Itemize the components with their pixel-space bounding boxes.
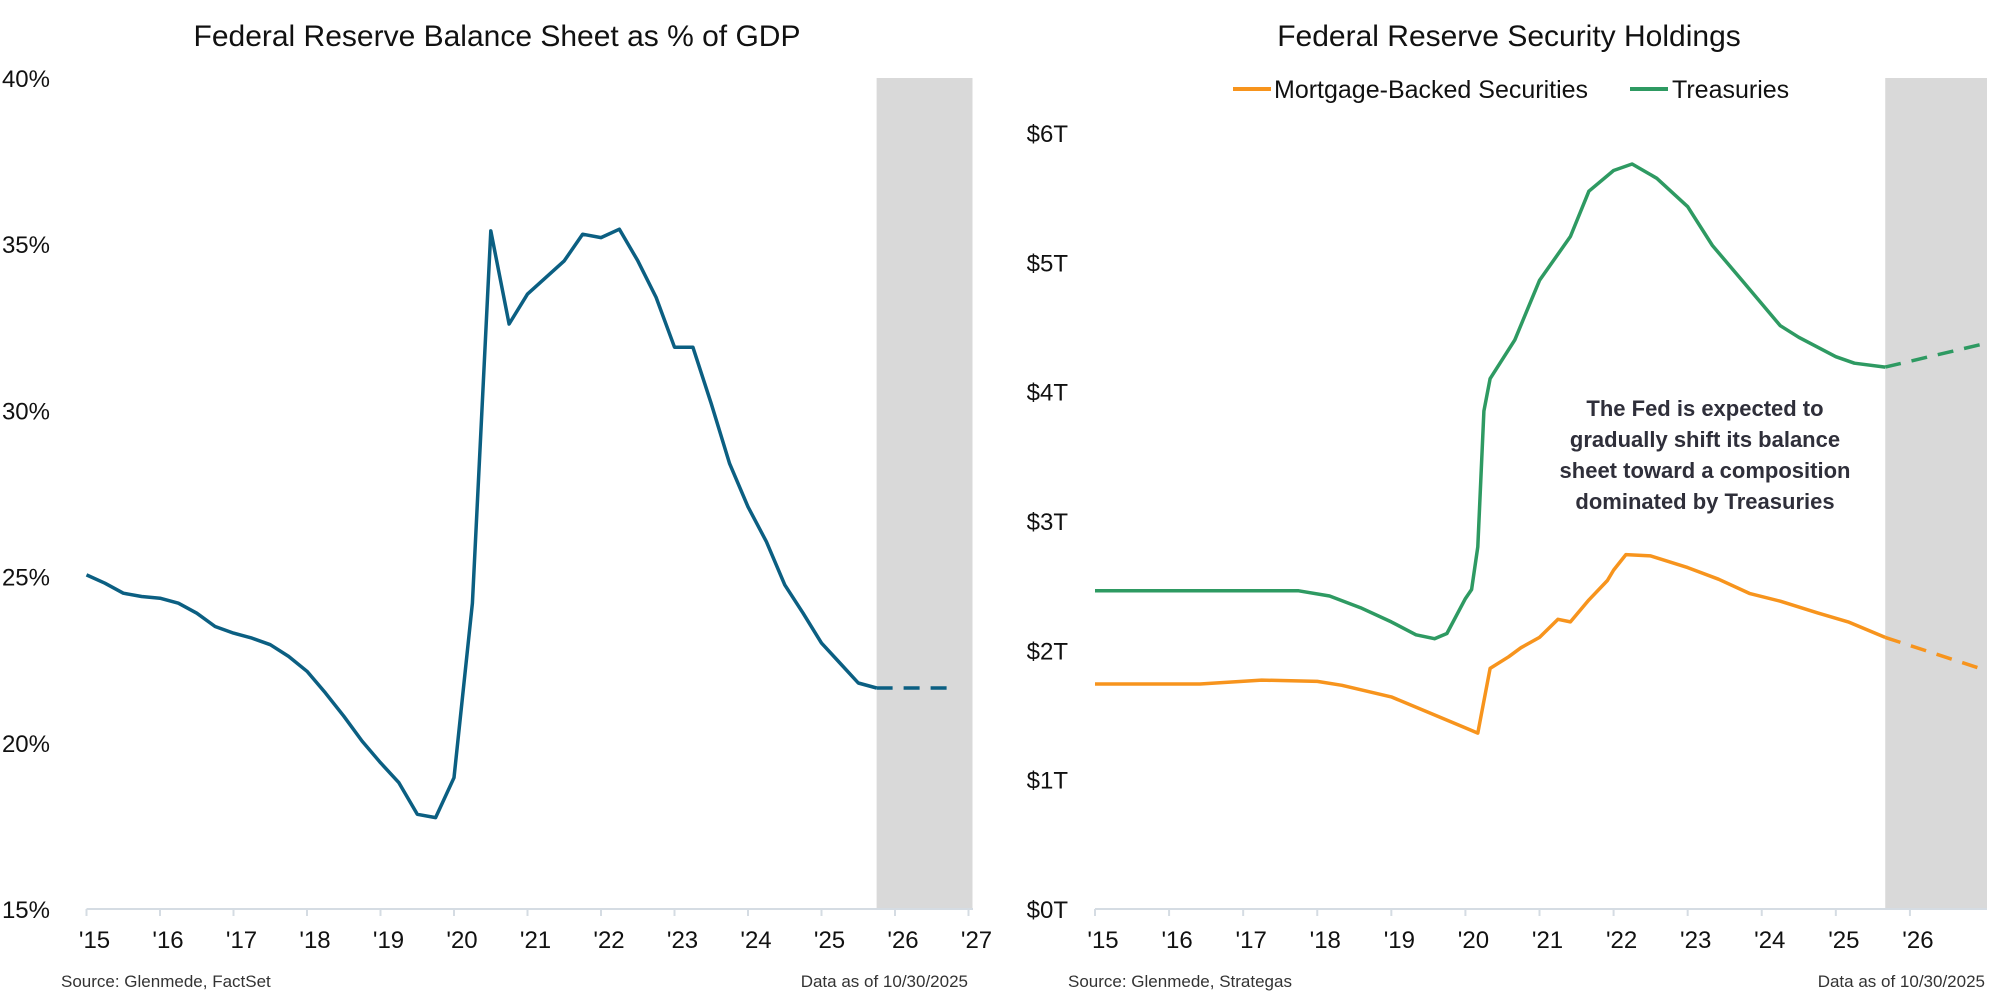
x-tick-label: '23 <box>667 927 698 954</box>
y-tick-label: $5T <box>1027 250 1069 277</box>
x-tick-label: '17 <box>226 927 257 954</box>
x-tick-label: '19 <box>1384 927 1415 954</box>
chart-title: Federal Reserve Balance Sheet as % of GD… <box>194 20 801 53</box>
x-tick-label: '24 <box>740 927 771 954</box>
x-tick-label: '27 <box>961 927 992 954</box>
x-tick-label: '16 <box>152 927 183 954</box>
data-as-of-note: Data as of 10/30/2025 <box>801 972 968 991</box>
x-tick-label: '23 <box>1680 927 1711 954</box>
x-tick-label: '20 <box>1458 927 1489 954</box>
data-as-of-note: Data as of 10/30/2025 <box>1818 972 1985 991</box>
y-tick-label: 30% <box>2 398 50 425</box>
y-tick-label: 15% <box>2 897 50 924</box>
x-tick-label: '18 <box>299 927 330 954</box>
balance-sheet-chart: Federal Reserve Balance Sheet as % of GD… <box>2 20 992 991</box>
y-tick-label: $1T <box>1027 768 1069 795</box>
legend-label-treasuries: Treasuries <box>1672 76 1789 104</box>
x-tick-label: '15 <box>79 927 110 954</box>
source-note: Source: Glenmede, Strategas <box>1068 972 1292 991</box>
security-holdings-chart: Federal Reserve Security Holdings Mortga… <box>1027 20 1987 991</box>
y-tick-label: 20% <box>2 731 50 758</box>
annotation-line: sheet toward a composition <box>1560 458 1851 483</box>
x-tick-label: '21 <box>520 927 551 954</box>
x-tick-label: '25 <box>814 927 845 954</box>
chart-title: Federal Reserve Security Holdings <box>1277 20 1741 53</box>
annotation-line: gradually shift its balance <box>1570 427 1840 452</box>
annotation-line: The Fed is expected to <box>1586 396 1823 421</box>
y-tick-label: 25% <box>2 565 50 592</box>
y-tick-label: $0T <box>1027 897 1069 924</box>
y-tick-label: $6T <box>1027 121 1069 148</box>
x-tick-label: '15 <box>1087 927 1118 954</box>
x-tick-label: '18 <box>1310 927 1341 954</box>
x-tick-label: '22 <box>593 927 624 954</box>
x-tick-label: '26 <box>887 927 918 954</box>
series-line-treasuries <box>1095 162 1886 641</box>
x-tick-label: '16 <box>1161 927 1192 954</box>
forecast-shaded-region <box>876 78 973 909</box>
series-line-mortgage-backed-securities <box>1095 552 1886 735</box>
y-tick-label: $2T <box>1027 638 1069 665</box>
x-tick-label: '19 <box>373 927 404 954</box>
projection-line-mortgage-backed-securities <box>1884 635 1985 672</box>
y-tick-label: $4T <box>1027 380 1069 407</box>
source-note: Source: Glenmede, FactSet <box>61 972 271 991</box>
x-tick-label: '25 <box>1828 927 1859 954</box>
x-tick-label: '21 <box>1532 927 1563 954</box>
legend: Mortgage-Backed Securities Treasuries <box>1233 76 1789 104</box>
x-tick-label: '24 <box>1754 927 1785 954</box>
x-tick-label: '22 <box>1606 927 1637 954</box>
x-tick-label: '26 <box>1902 927 1933 954</box>
y-tick-label: $3T <box>1027 509 1069 536</box>
series-line-balance-sheet <box>85 227 878 820</box>
y-tick-label: 40% <box>2 66 50 93</box>
annotation-line: dominated by Treasuries <box>1575 489 1834 514</box>
x-tick-label: '17 <box>1236 927 1267 954</box>
legend-label-mbs: Mortgage-Backed Securities <box>1274 76 1588 104</box>
x-tick-label: '20 <box>446 927 477 954</box>
projection-line-treasuries <box>1884 342 1985 369</box>
y-tick-label: 35% <box>2 232 50 259</box>
forecast-shaded-region <box>1885 78 1987 909</box>
